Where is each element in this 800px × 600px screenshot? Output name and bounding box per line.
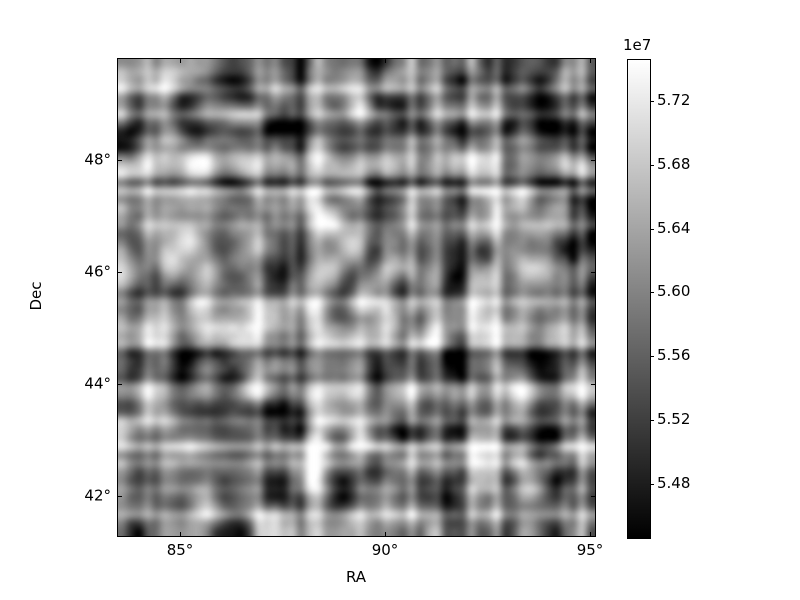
- ytick-46-left: [118, 272, 122, 273]
- cbticklabel-556: 5.56: [657, 346, 691, 364]
- xticklabel-85: 85°: [166, 541, 194, 559]
- cbticklabel-560: 5.60: [657, 282, 691, 300]
- x-axis-label: RA: [345, 568, 367, 586]
- xtick-90-bottom: [385, 532, 386, 536]
- cbtick-568: [650, 165, 654, 166]
- colorbar[interactable]: [627, 59, 654, 539]
- cbtick-552: [650, 420, 654, 421]
- ytick-48-right: [591, 160, 595, 161]
- cbtick-548: [650, 484, 654, 485]
- cbticklabel-568: 5.68: [657, 155, 691, 173]
- ytick-48-left: [118, 160, 122, 161]
- heatmap-image[interactable]: [118, 59, 595, 536]
- cbtick-572: [650, 101, 654, 102]
- ytick-44-left: [118, 384, 122, 385]
- cbticklabel-572: 5.72: [657, 91, 691, 109]
- cbtick-560: [650, 292, 654, 293]
- ytick-42-right: [591, 496, 595, 497]
- ytick-42-left: [118, 496, 122, 497]
- yticklabel-46: 46°: [84, 262, 111, 281]
- yticklabel-44: 44°: [84, 374, 111, 393]
- cbtick-556: [650, 356, 654, 357]
- xtick-95-bottom: [590, 532, 591, 536]
- yticklabel-48: 48°: [84, 150, 111, 169]
- ytick-46-right: [591, 272, 595, 273]
- xtick-95-top: [590, 59, 591, 63]
- y-axis-label: Dec: [27, 281, 45, 311]
- colorbar-offset-text: 1e7: [623, 36, 652, 54]
- cbtick-564: [650, 229, 654, 230]
- xtick-85-top: [180, 59, 181, 63]
- ytick-44-right: [591, 384, 595, 385]
- cbticklabel-548: 5.48: [657, 474, 691, 492]
- cbticklabel-552: 5.52: [657, 410, 691, 428]
- heatmap-axes[interactable]: [117, 58, 596, 537]
- cbticklabel-564: 5.64: [657, 219, 691, 237]
- xtick-85-bottom: [180, 532, 181, 536]
- xticklabel-90: 90°: [371, 541, 399, 559]
- yticklabel-42: 42°: [84, 486, 111, 505]
- xticklabel-95: 95°: [576, 541, 604, 559]
- xtick-90-top: [385, 59, 386, 63]
